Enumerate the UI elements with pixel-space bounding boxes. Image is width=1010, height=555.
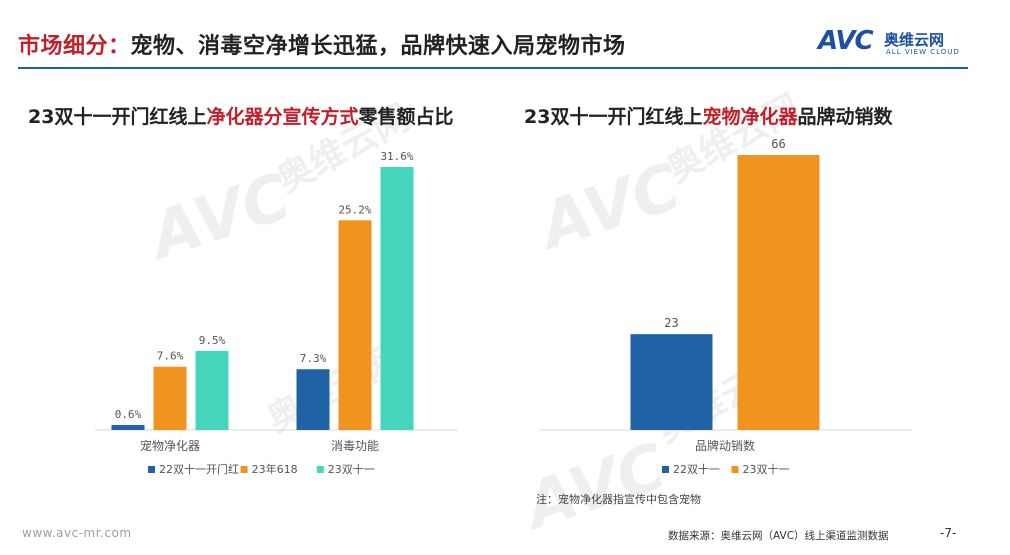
category-label: 消毒功能 xyxy=(331,439,379,453)
category-label: 宠物净化器 xyxy=(140,438,200,453)
logo-cn: 奥维云网 xyxy=(884,31,945,49)
bar-1-series-2 xyxy=(153,366,187,430)
data-label: 0.6% xyxy=(115,408,142,421)
data-label: 66 xyxy=(771,137,785,151)
bar-2-series-2 xyxy=(338,220,372,430)
right-title-part-2: 宠物净化器 xyxy=(702,106,798,128)
page-title: 市场细分：宠物、消毒空净增长迅猛，品牌快速入局宠物市场 xyxy=(18,28,626,60)
legend-swatch-3 xyxy=(316,466,324,473)
footer-url[interactable]: www.avc-mr.com xyxy=(22,526,132,540)
left-title-part-3: 零售额占比 xyxy=(358,106,454,128)
right-title-part-3: 品牌动销数 xyxy=(797,106,893,128)
category-label: 品牌动销数 xyxy=(695,438,755,453)
right-bar-chart: 23 66 品牌动销数 22双十一 23双十一 xyxy=(540,137,912,476)
legend-swatch-2 xyxy=(240,466,248,473)
bar-1-series-3 xyxy=(195,350,229,430)
right-chart-title: 23双十一开门红线上宠物净化器品牌动销数 xyxy=(524,102,892,129)
bar-1-series-2 xyxy=(737,155,820,430)
data-label: 7.6% xyxy=(157,350,184,363)
legend-label-1: 22双十一 xyxy=(673,462,720,476)
left-title-part-1: 23双十一开门红线上 xyxy=(28,106,207,128)
logo-mark: AVC xyxy=(818,26,874,56)
page-number: -7- xyxy=(940,526,957,540)
bar-1-series-1 xyxy=(111,425,145,430)
legend-swatch-1 xyxy=(148,466,155,473)
chart-footnote: 注：宠物净化器指宣传中包含宠物 xyxy=(536,493,701,506)
data-label: 7.3% xyxy=(300,352,327,365)
bar-1-series-1 xyxy=(630,334,713,430)
data-label: 25.2% xyxy=(338,203,371,216)
avc-logo: AVC 奥维云网 ALL VIEW CLOUD xyxy=(818,26,968,62)
legend-label-2: 23年618 xyxy=(252,462,298,476)
data-label: 23 xyxy=(664,316,678,330)
header-divider xyxy=(18,67,968,69)
title-prefix: 市场细分： xyxy=(18,34,131,59)
left-chart-title: 23双十一开门红线上净化器分宣传方式零售额占比 xyxy=(28,102,453,129)
legend-label-2: 23双十一 xyxy=(743,462,790,476)
logo-en: ALL VIEW CLOUD xyxy=(886,48,960,56)
bar-2-series-1 xyxy=(296,369,330,430)
legend-label-1: 22双十一开门红 xyxy=(159,462,239,476)
footer-source: 数据来源：奥维云网（AVC）线上渠道监测数据 xyxy=(668,530,889,542)
bar-2-series-3 xyxy=(380,167,414,430)
data-label: 31.6% xyxy=(380,150,413,163)
title-main: 宠物、消毒空净增长迅猛，品牌快速入局宠物市场 xyxy=(130,34,626,59)
left-title-part-2: 净化器分宣传方式 xyxy=(206,106,359,128)
legend-label-3: 23双十一 xyxy=(328,462,375,476)
left-bar-chart: 0.6% 7.6% 9.5% 宠物净化器 7.3% 25.2% 31.6% 消毒功能 22双十一… xyxy=(95,150,458,476)
right-title-part-1: 23双十一开门红线上 xyxy=(524,106,703,128)
legend-swatch-1 xyxy=(662,466,669,473)
legend-swatch-2 xyxy=(731,466,739,473)
data-label: 9.5% xyxy=(199,334,226,347)
